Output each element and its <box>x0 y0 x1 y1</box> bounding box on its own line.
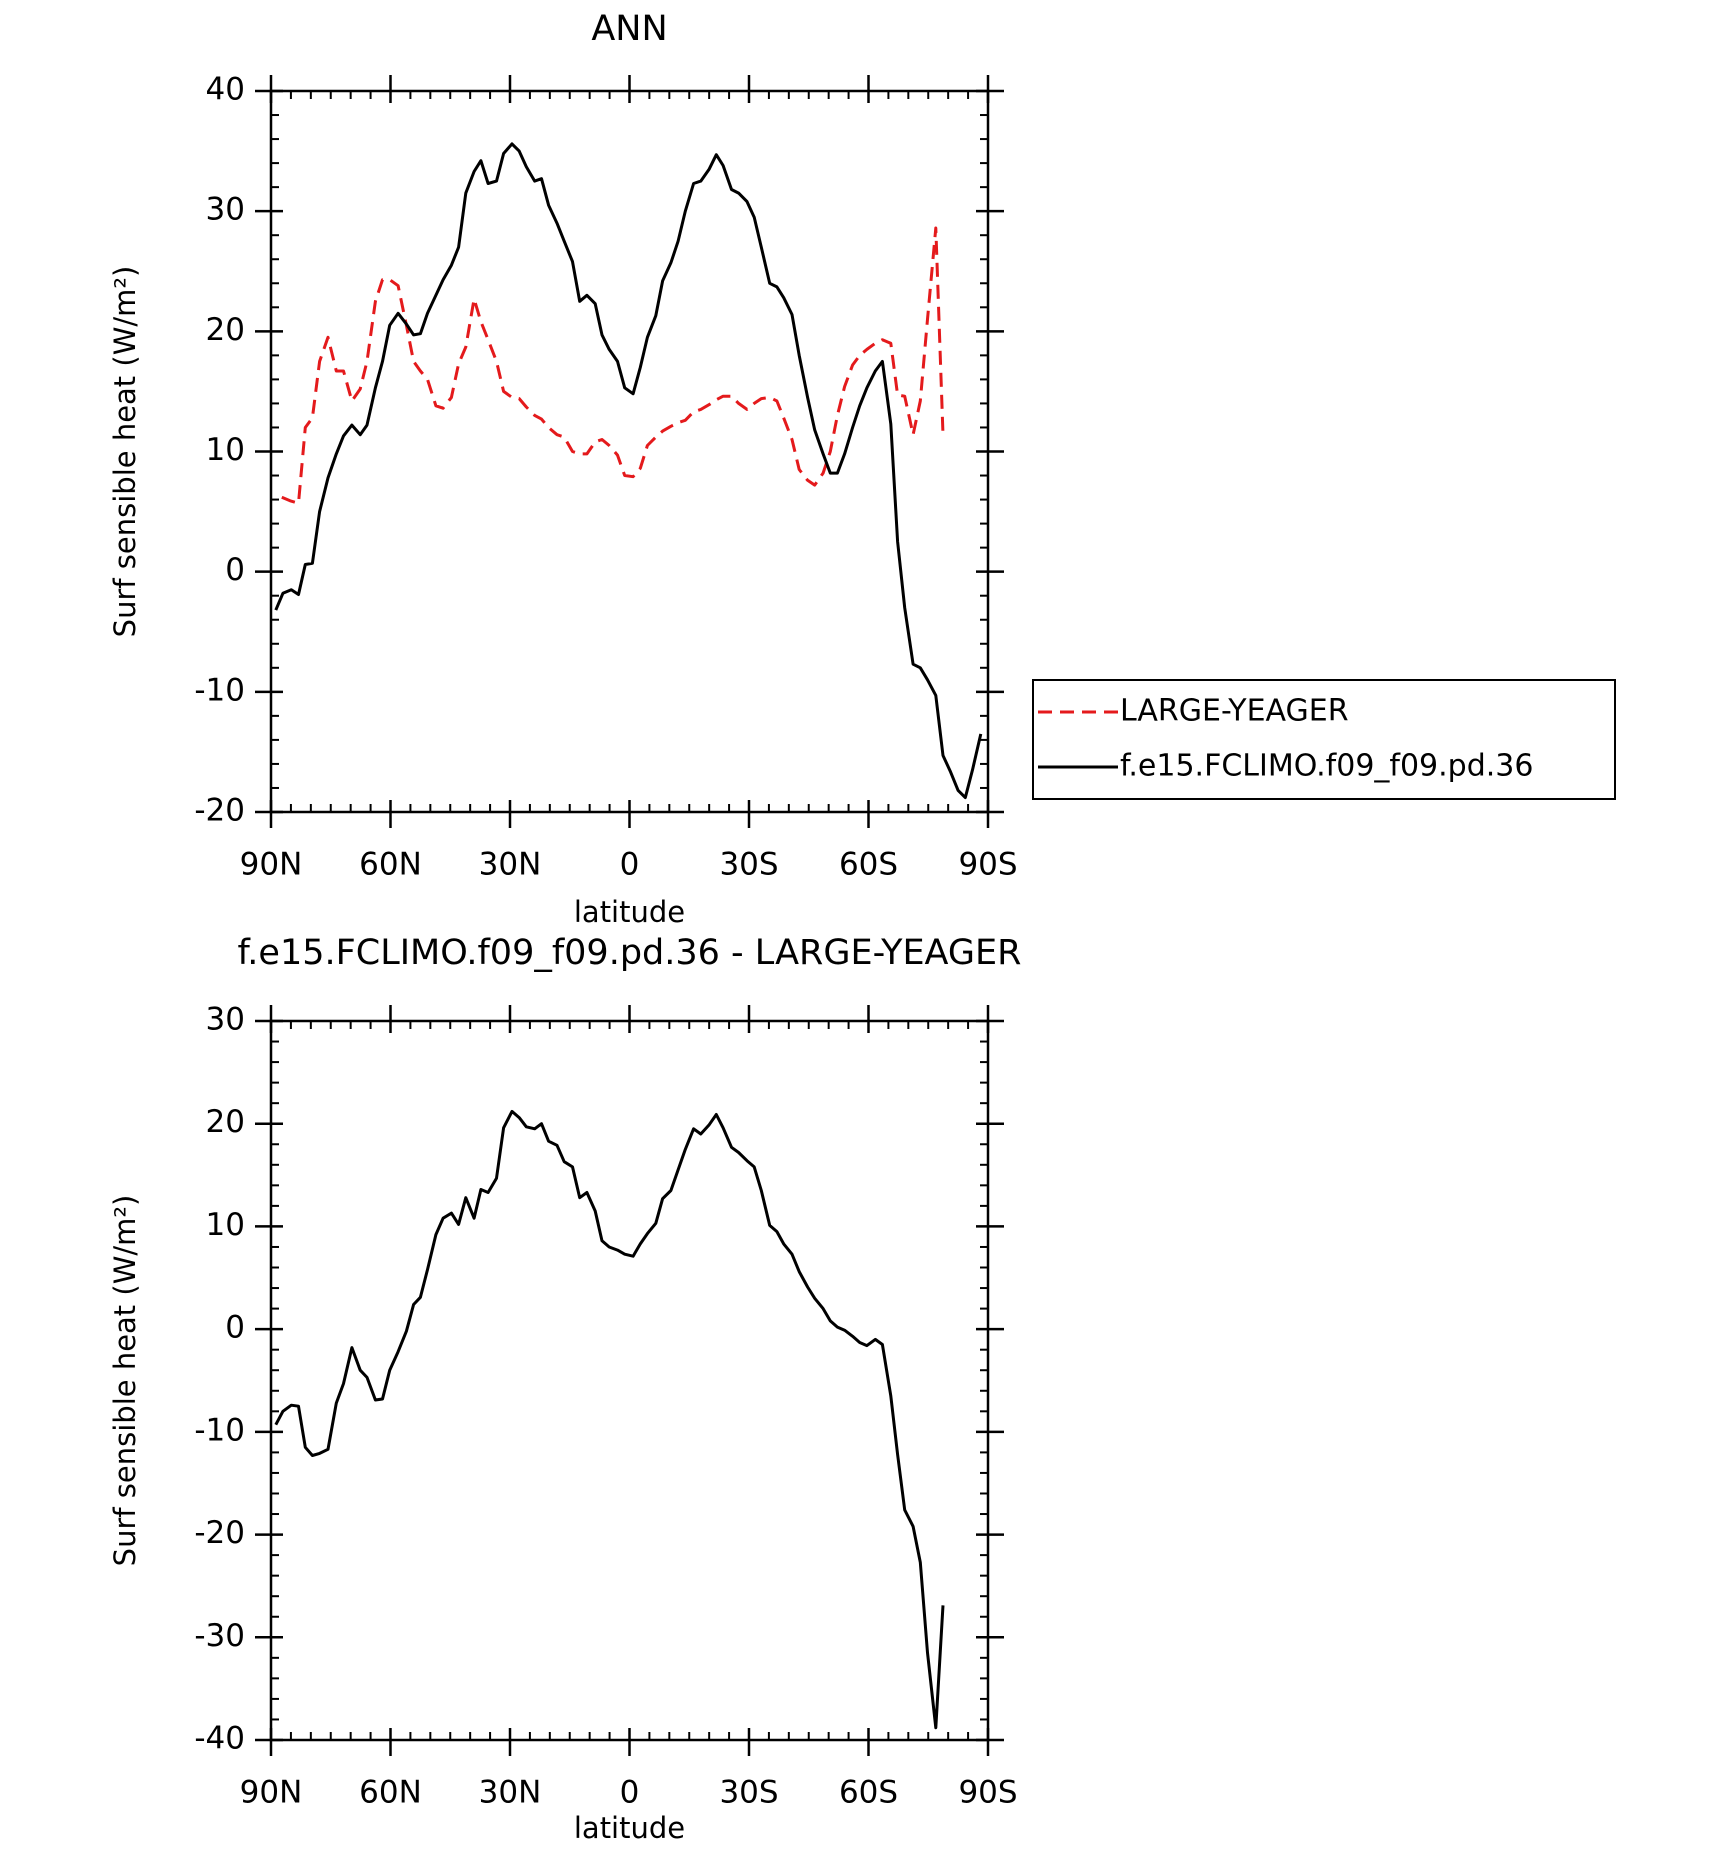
y-tick-label: -10 <box>194 672 245 708</box>
x-tick-label: 90S <box>958 1775 1017 1811</box>
y-axis-label: Surf sensible heat (W/m²) <box>108 1195 142 1567</box>
x-axis-label: latitude <box>574 1811 685 1845</box>
chart-title: f.e15.FCLIMO.f09_f09.pd.36 - LARGE-YEAGE… <box>238 933 1022 973</box>
legend: LARGE-YEAGER f.e15.FCLIMO.f09_f09.pd.36 <box>1032 679 1616 800</box>
legend-label: f.e15.FCLIMO.f09_f09.pd.36 <box>1120 749 1533 784</box>
x-tick-label: 60S <box>839 1775 898 1811</box>
x-tick-label: 60N <box>359 847 422 883</box>
x-tick-label: 90N <box>240 1775 303 1811</box>
y-tick-label: -40 <box>194 1721 245 1757</box>
x-tick-label: 30S <box>719 1775 778 1811</box>
plot-frame <box>269 1019 990 1742</box>
chart-title: ANN <box>591 9 667 49</box>
x-tick-label: 60S <box>839 847 898 883</box>
y-tick-label: 20 <box>206 312 245 348</box>
x-axis-label: latitude <box>574 895 685 929</box>
x-tick-label: 30S <box>719 847 778 883</box>
data-line <box>274 142 983 800</box>
y-tick-label: 30 <box>206 1002 245 1038</box>
legend-label: LARGE-YEAGER <box>1120 694 1349 729</box>
y-tick-label: -20 <box>194 1515 245 1551</box>
y-tick-label: 30 <box>206 192 245 228</box>
x-tick-label: 0 <box>620 1775 640 1811</box>
x-tick-label: 90S <box>958 847 1017 883</box>
y-axis-label: Surf sensible heat (W/m²) <box>108 266 142 638</box>
y-tick-label: 0 <box>225 552 245 588</box>
x-tick-label: 30N <box>479 1775 542 1811</box>
y-tick-label: -10 <box>194 1412 245 1448</box>
y-tick-label: 40 <box>206 72 245 108</box>
data-line <box>281 226 945 505</box>
x-tick-label: 0 <box>620 847 640 883</box>
y-tick-label: 10 <box>206 432 245 468</box>
y-tick-label: 0 <box>225 1310 245 1346</box>
y-tick-label: -20 <box>194 793 245 829</box>
data-line <box>274 1109 945 1730</box>
plot-frame <box>269 89 990 814</box>
x-tick-label: 60N <box>359 1775 422 1811</box>
x-tick-label: 30N <box>479 847 542 883</box>
x-tick-label: 90N <box>240 847 303 883</box>
y-tick-label: -30 <box>194 1618 245 1654</box>
y-tick-label: 20 <box>206 1104 245 1140</box>
legend-box <box>1032 679 1616 800</box>
y-tick-label: 10 <box>206 1207 245 1243</box>
